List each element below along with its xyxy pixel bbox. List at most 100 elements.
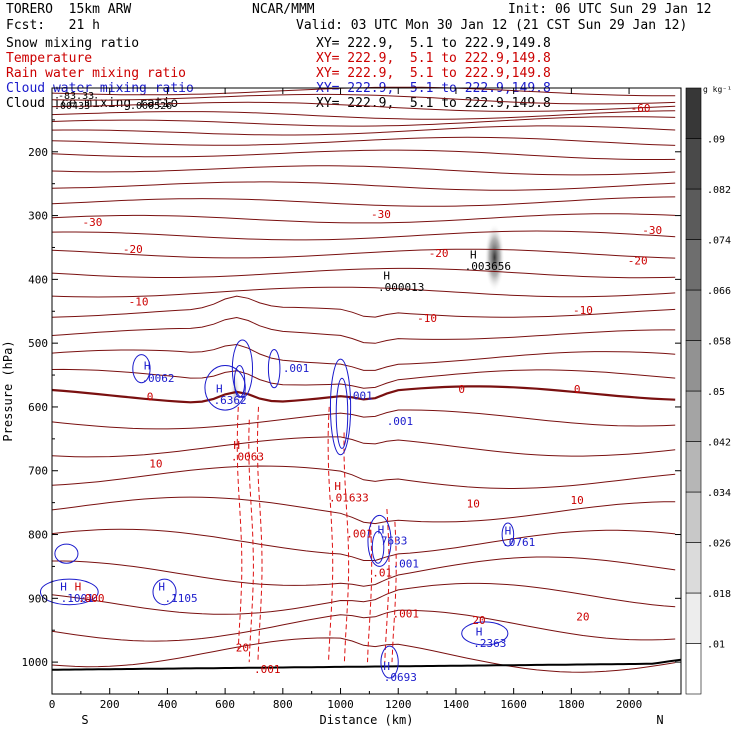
isotherm-line [51, 125, 676, 136]
rain-contour [256, 406, 263, 663]
max-value-label: .0693 [384, 671, 417, 684]
max-marker-h: H [75, 581, 82, 594]
x-tick-label: 1200 [385, 698, 412, 711]
isotherm-line [51, 582, 676, 615]
max-value-label: .1001 [61, 592, 94, 605]
isotherm-line [51, 93, 676, 105]
isotherm-label: -30 [82, 216, 102, 229]
temp-min-label: .00433 [54, 101, 90, 112]
isotherm-line [51, 609, 676, 642]
isotherm-line [51, 465, 676, 490]
isotherm-line [51, 248, 676, 259]
colorbar-segment [685, 188, 702, 240]
y-tick-label: 800 [28, 529, 48, 542]
max-value-label: .6362 [214, 394, 247, 407]
isotherm-line [51, 196, 676, 207]
rain-contour [248, 419, 254, 663]
max-marker-h: H [383, 660, 390, 673]
max-marker-h: H [233, 439, 240, 452]
colorbar-segment [685, 643, 702, 695]
isotherm-line [51, 213, 676, 224]
isotherm-label: -10 [129, 296, 149, 309]
x-tick-label: 0 [49, 698, 56, 711]
max-marker-h: H [378, 523, 385, 536]
colorbar-tick-label: .082 [707, 185, 731, 196]
x-tick-label: 600 [215, 698, 235, 711]
rain-contour [236, 406, 243, 650]
isotherm-line [51, 116, 676, 127]
field-xy-rain: XY= 222.9, 5.1 to 222.9,149.8 [316, 66, 551, 81]
isotherm-line [51, 110, 676, 120]
isotherm-label: 0 [574, 383, 581, 396]
field-xy-temperature: XY= 222.9, 5.1 to 222.9,149.8 [316, 51, 551, 66]
isotherm-line [51, 496, 676, 525]
colorbar-tick-label: .074 [707, 236, 731, 247]
isotherm-label: -30 [371, 208, 391, 221]
colorbar-tick-label: .026 [707, 539, 731, 550]
isotherm-line [51, 409, 676, 430]
cloud-water-contour [132, 354, 151, 384]
max-value-label: .001 [392, 558, 419, 571]
model-title: TORERO 15km ARW [6, 2, 132, 17]
isotherm-line [51, 181, 676, 191]
max-value-label: .0761 [502, 536, 535, 549]
max-value-label: .01633 [329, 491, 369, 504]
max-value-label: .001 [387, 415, 414, 428]
colorbar-tick-label: .01 [707, 640, 725, 651]
north-label: N [656, 713, 663, 727]
isotherm-label: -20 [429, 247, 449, 260]
snow-shading [484, 223, 505, 292]
cloud-water-contour [204, 364, 246, 411]
max-value-label: .000013 [378, 281, 424, 294]
max-marker-h: H [334, 480, 341, 493]
cloud-water-contour [152, 578, 177, 606]
max-value-label: .001 [392, 607, 419, 620]
max-value-label: .2363 [473, 637, 506, 650]
isotherm-line [51, 316, 676, 344]
isotherm-label: 10 [571, 494, 584, 507]
isotherm-label: -20 [123, 243, 143, 256]
isotherm-label: 0 [147, 391, 154, 404]
isotherm-line [51, 528, 676, 561]
colorbar-segment [685, 441, 702, 493]
cloud-water-contour [371, 530, 385, 564]
field-name-rain: Rain water mixing ratio [6, 66, 187, 81]
terrain-line [51, 658, 682, 671]
colorbar-tick-label: .066 [707, 286, 731, 297]
cloud-water-contour [380, 645, 399, 679]
isotherm-line [51, 436, 676, 458]
max-value-label: .001 [346, 528, 373, 541]
y-tick-label: 300 [28, 210, 48, 223]
max-marker-h: H [158, 581, 165, 594]
max-marker-h: H [216, 382, 223, 395]
isotherm-line [51, 295, 676, 318]
colorbar-segment [685, 491, 702, 543]
valid-time: Valid: 03 UTC Mon 30 Jan 12 (21 CST Sun … [296, 18, 688, 33]
isotherm-label: 20 [576, 611, 589, 624]
x-tick-label: 200 [100, 698, 120, 711]
cloud-water-contour [335, 377, 349, 449]
max-marker-h: H [470, 248, 477, 261]
isotherm-label: 20 [472, 614, 485, 627]
colorbar-tick-label: .034 [707, 488, 731, 499]
colorbar-tick-label: .09 [707, 135, 725, 146]
field-xy-cloud-ice: XY= 222.9, 5.1 to 222.9,149.8 [316, 96, 551, 111]
isotherm-label: 10 [149, 458, 162, 471]
max-marker-h: H [383, 269, 390, 282]
y-tick-label: 200 [28, 146, 48, 159]
isotherm-line [52, 556, 676, 587]
y-tick-label: 900 [28, 592, 48, 605]
isotherm-line [51, 149, 676, 160]
colorbar-tick-label: .05 [707, 387, 725, 398]
cloud-water-contour [367, 514, 392, 567]
max-value-label: .0062 [141, 372, 174, 385]
max-marker-h: H [476, 625, 483, 638]
cloud-water-contour [329, 358, 352, 456]
isotherm-label: -20 [628, 255, 648, 268]
y-tick-label: 700 [28, 465, 48, 478]
center-label: NCAR/MMM [252, 2, 315, 17]
isotherm-label: 10 [467, 498, 480, 511]
cloud-water-contour [231, 339, 254, 398]
max-value-label: .000 [78, 592, 105, 605]
